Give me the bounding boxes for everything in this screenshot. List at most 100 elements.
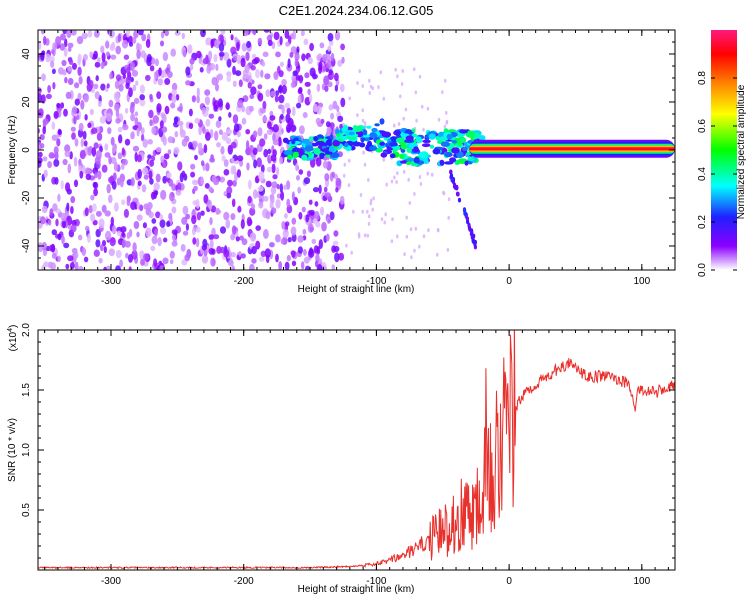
heatmap-cell [280, 191, 285, 201]
y-tick-label: 0.5 [21, 503, 32, 517]
heatmap-cell [104, 143, 109, 151]
heatmap-cell [209, 217, 213, 226]
heatmap-cell [97, 170, 102, 180]
heatmap-cell [166, 172, 172, 179]
heatmap-cell [303, 177, 311, 185]
heatmap-cell [90, 194, 95, 201]
heatmap-cell [108, 99, 114, 108]
heatmap-cell [189, 58, 195, 65]
heatmap-cell [321, 261, 327, 270]
heatmap-cell [43, 35, 47, 46]
heatmap-cell [427, 228, 430, 233]
heatmap-cell [188, 141, 193, 150]
heatmap-cell [269, 194, 275, 200]
heatmap-cell [240, 219, 245, 230]
heatmap-cell [202, 126, 206, 134]
heatmap-cell [304, 72, 310, 79]
heatmap-cell [139, 98, 146, 107]
heatmap-cell [78, 122, 84, 132]
heatmap-cell [221, 155, 226, 162]
heatmap-cell [252, 30, 257, 36]
heatmap-cell [255, 225, 261, 231]
heatmap-cell [110, 54, 117, 60]
heatmap-cell [270, 186, 277, 195]
heatmap-cell [258, 171, 265, 181]
heatmap-cell [88, 205, 93, 214]
top-y-axis-label: Frequency (Hz) [7, 116, 18, 185]
heatmap-cell [242, 73, 249, 79]
heatmap-cell [67, 255, 74, 262]
heatmap-cell [270, 154, 277, 162]
heatmap-cell [367, 177, 370, 182]
heatmap-cell [211, 76, 218, 86]
heatmap-cell [202, 238, 208, 248]
heatmap-cell [136, 42, 140, 52]
heatmap-cell [437, 131, 445, 138]
heatmap-cell [273, 72, 278, 79]
heatmap-cell [468, 227, 472, 232]
heatmap-cell [337, 115, 344, 123]
heatmap-cell [287, 58, 291, 69]
heatmap-cell [185, 223, 189, 231]
heatmap-cell [342, 173, 346, 178]
heatmap-cell [284, 221, 290, 227]
heatmap-cell [290, 226, 297, 236]
heatmap-cell [66, 202, 70, 212]
heatmap-cell [236, 54, 241, 65]
heatmap-cell [146, 202, 153, 210]
heatmap-cell [325, 151, 333, 155]
heatmap-cell [143, 174, 149, 180]
heatmap-cell [339, 195, 345, 205]
heatmap-cell [285, 41, 290, 47]
heatmap-cell [312, 73, 318, 80]
heatmap-cell [367, 214, 371, 219]
heatmap-cell [302, 112, 308, 119]
heatmap-cell [161, 126, 168, 133]
heatmap-cell [40, 30, 46, 35]
heatmap-cell [399, 94, 402, 99]
heatmap-cell [102, 240, 106, 247]
heatmap-cell [226, 58, 232, 68]
heatmap-cell [53, 146, 59, 155]
heatmap-cell [291, 74, 298, 82]
heatmap-cell [334, 84, 339, 92]
heatmap-cell [189, 63, 194, 71]
heatmap-cell [383, 220, 387, 225]
heatmap-cell [192, 208, 196, 216]
heatmap-cell [174, 30, 181, 36]
heatmap-cell [235, 236, 240, 242]
heatmap-cell [296, 102, 302, 109]
heatmap-cell [230, 34, 234, 41]
heatmap-cell [75, 114, 80, 121]
heatmap-cell [422, 139, 431, 143]
heatmap-cell [455, 191, 460, 197]
heatmap-cell [470, 230, 474, 235]
heatmap-cell [200, 210, 205, 216]
heatmap-cell [367, 221, 371, 226]
heatmap-cell [190, 171, 196, 178]
heatmap-cell [301, 261, 305, 270]
heatmap-cell [185, 66, 191, 76]
heatmap-cell [126, 232, 131, 240]
heatmap-cell [322, 65, 327, 72]
heatmap-cell [130, 76, 134, 83]
heatmap-cell [179, 129, 186, 138]
heatmap-cell [117, 152, 123, 160]
heatmap-cell [112, 144, 116, 154]
heatmap-cell [201, 160, 205, 167]
heatmap-cell [318, 239, 323, 250]
heatmap-cell [184, 254, 190, 262]
heatmap-cell [128, 87, 133, 98]
heatmap-cell [93, 181, 99, 189]
heatmap-cell [145, 227, 152, 238]
heatmap-cell [330, 52, 335, 62]
heatmap-cell [132, 36, 137, 44]
heatmap-cell [153, 190, 157, 200]
heatmap-cell [151, 218, 157, 224]
heatmap-cell [131, 250, 138, 260]
heatmap-cell [369, 201, 373, 206]
heatmap-cell [54, 177, 59, 185]
heatmap-cell [272, 139, 279, 146]
heatmap-cell [363, 162, 367, 167]
heatmap-cell [339, 83, 345, 93]
